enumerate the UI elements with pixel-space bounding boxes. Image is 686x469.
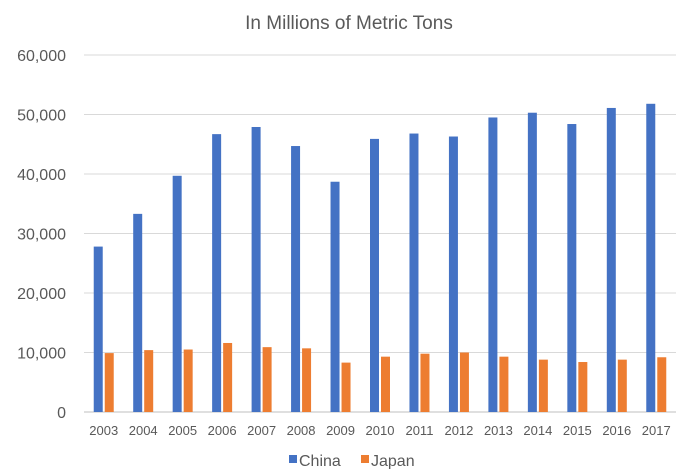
bar-china-2017 xyxy=(646,103,656,412)
bar-japan-2014 xyxy=(538,359,548,412)
y-tick-label: 60,000 xyxy=(17,48,66,65)
bar-china-2005 xyxy=(172,175,182,412)
bar-japan-2015 xyxy=(578,362,588,412)
bar-china-2003 xyxy=(93,246,103,412)
bar-japan-2007 xyxy=(262,347,272,412)
x-tick-label: 2003 xyxy=(89,423,118,438)
bar-china-2013 xyxy=(488,117,498,412)
x-tick-label: 2012 xyxy=(444,423,473,438)
x-tick-label: 2013 xyxy=(484,423,513,438)
bar-china-2010 xyxy=(370,138,379,412)
x-tick-label: 2005 xyxy=(168,423,197,438)
x-tick-label: 2006 xyxy=(208,423,237,438)
bar-china-2008 xyxy=(291,146,301,412)
bar-japan-2010 xyxy=(381,356,390,412)
bar-japan-2005 xyxy=(183,349,193,412)
x-tick-label: 2015 xyxy=(563,423,592,438)
legend-swatch-china xyxy=(289,455,297,463)
bar-china-2006 xyxy=(212,134,222,412)
bar-japan-2003 xyxy=(104,353,114,412)
bar-china-2014 xyxy=(527,112,537,412)
bar-japan-2004 xyxy=(144,350,154,412)
y-tick-label: 40,000 xyxy=(17,167,66,184)
x-tick-label: 2011 xyxy=(405,423,433,438)
y-tick-label: 10,000 xyxy=(17,346,66,363)
y-tick-label: 0 xyxy=(57,405,66,422)
bar-china-2015 xyxy=(567,124,577,413)
bar-china-2007 xyxy=(251,126,261,413)
bars xyxy=(93,103,667,413)
x-tick-label: 2010 xyxy=(366,423,395,438)
legend-swatch-japan xyxy=(361,455,369,463)
bar-japan-2009 xyxy=(341,362,351,412)
x-tick-label: 2017 xyxy=(642,423,671,438)
bar-japan-2016 xyxy=(617,359,627,412)
x-tick-label: 2008 xyxy=(287,423,316,438)
legend-label-china: China xyxy=(299,453,341,469)
legend: China Japan xyxy=(289,453,415,469)
bar-china-2016 xyxy=(606,107,616,412)
bar-china-2009 xyxy=(330,181,340,412)
bar-china-2012 xyxy=(448,136,458,412)
gridlines xyxy=(84,54,676,413)
bar-china-2011 xyxy=(409,133,419,413)
x-tick-label: 2007 xyxy=(247,423,276,438)
y-axis-tick-labels: 0 10,000 20,000 30,000 40,000 50,000 60,000 xyxy=(17,48,66,422)
y-tick-label: 30,000 xyxy=(17,227,66,244)
bar-japan-2012 xyxy=(459,352,469,412)
x-tick-label: 2004 xyxy=(129,423,158,438)
y-tick-label: 50,000 xyxy=(17,108,66,125)
bar-japan-2013 xyxy=(499,356,509,412)
chart-title: In Millions of Metric Tons xyxy=(245,13,453,34)
bar-china-2004 xyxy=(133,213,143,412)
x-tick-label: 2016 xyxy=(602,423,631,438)
y-tick-label: 20,000 xyxy=(17,286,66,303)
x-tick-label: 2014 xyxy=(523,423,552,438)
bar-japan-2008 xyxy=(302,348,312,412)
x-axis-tick-labels: 2003 2004 2005 2006 2007 2008 2009 2010 2011 2012… xyxy=(89,423,670,438)
legend-label-japan: Japan xyxy=(371,453,415,469)
bar-japan-2017 xyxy=(657,357,667,412)
x-tick-label: 2009 xyxy=(326,423,355,438)
bar-japan-2006 xyxy=(223,342,233,412)
bar-japan-2011 xyxy=(420,353,430,412)
